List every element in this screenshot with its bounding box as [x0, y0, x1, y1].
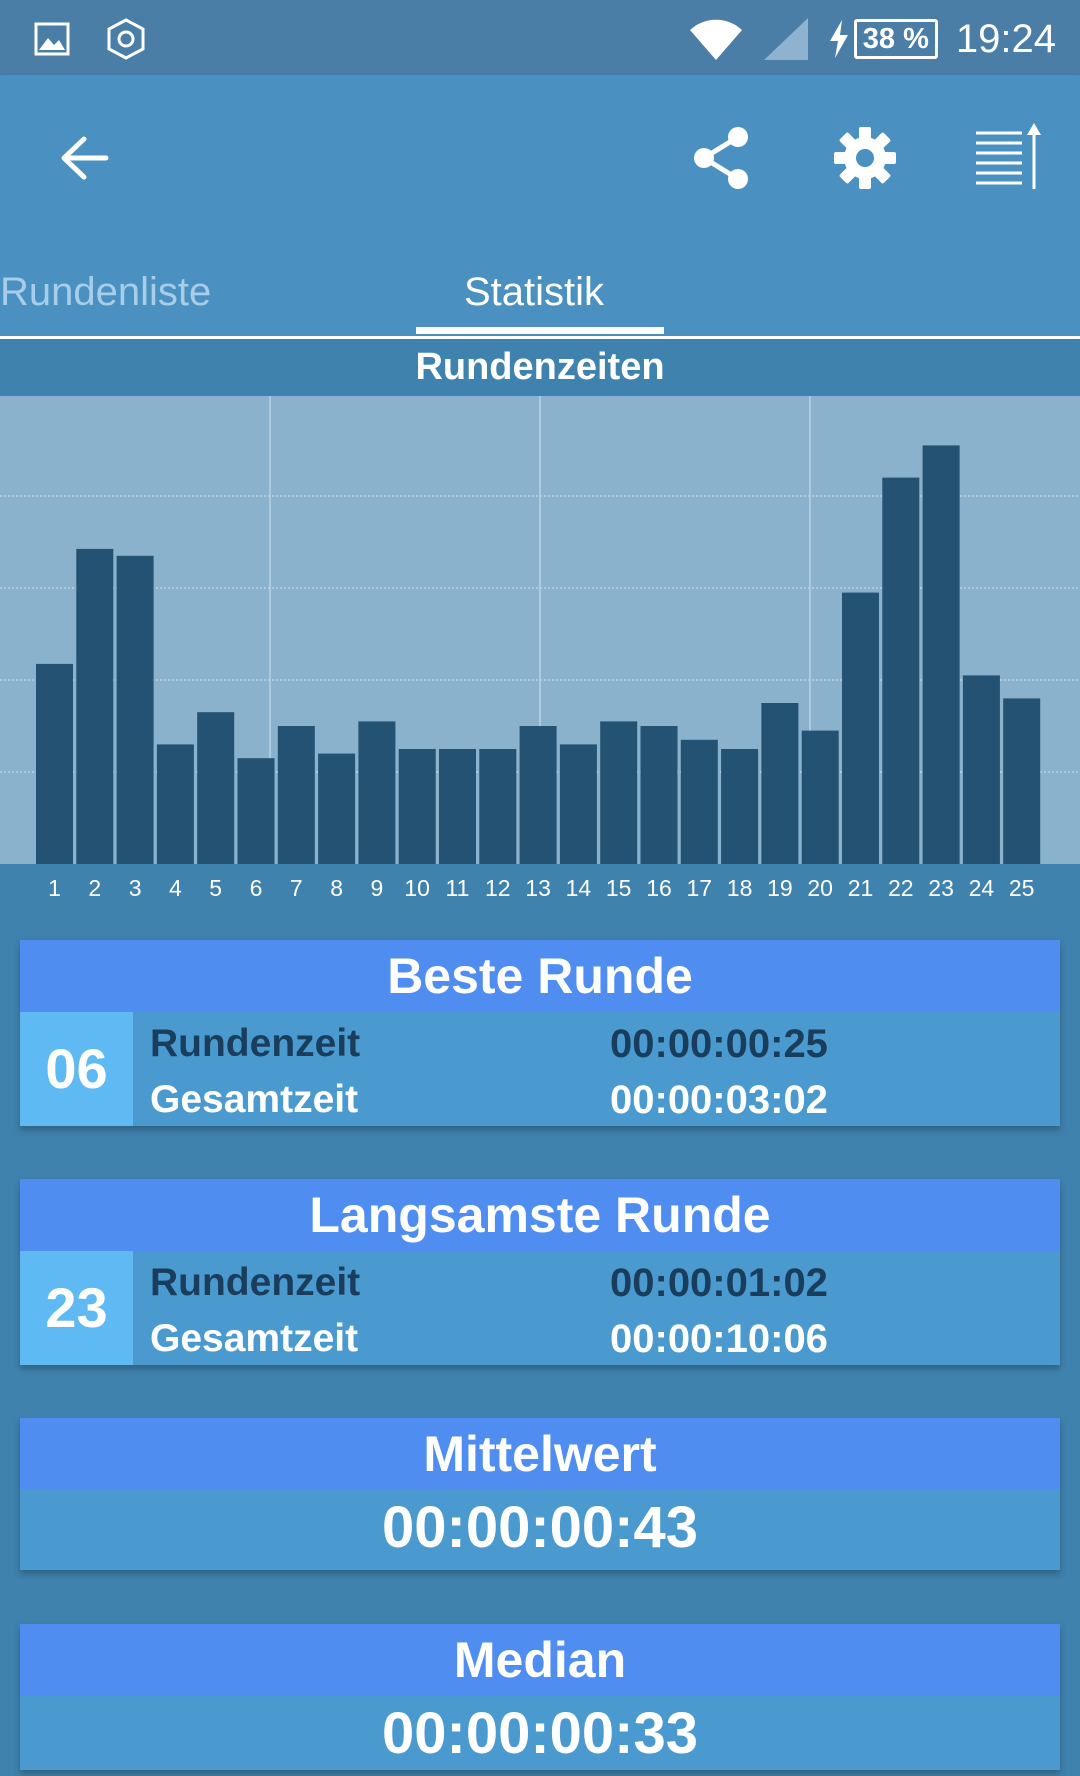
mean-value: 00:00:00:43 [382, 1495, 698, 1560]
bar-lap-9 [358, 721, 396, 864]
best-lap-title: Beste Runde [20, 940, 1060, 1012]
hexagon-icon [107, 18, 145, 60]
x-tick-label: 21 [848, 875, 874, 901]
best-lap-card: Beste Runde 06 Rundenzeit 00:00:00:25 Ge… [20, 940, 1060, 1126]
slowest-lap-title: Langsamste Runde [20, 1179, 1060, 1251]
chart-plot [0, 396, 1080, 864]
bar-lap-19 [761, 703, 799, 864]
x-tick-label: 8 [330, 875, 343, 901]
lap-times-chart [0, 396, 1080, 864]
bar-lap-8 [318, 753, 356, 864]
x-tick-label: 20 [807, 875, 833, 901]
charging-icon [829, 20, 848, 58]
bar-lap-17 [680, 739, 718, 864]
x-tick-label: 13 [525, 875, 551, 901]
x-tick-label: 18 [727, 875, 753, 901]
bar-lap-12 [479, 749, 517, 864]
bar-lap-7 [277, 726, 315, 864]
x-tick-label: 7 [290, 875, 303, 901]
bar-lap-24 [962, 675, 1000, 864]
best-lap-body: 06 Rundenzeit 00:00:00:25 Gesamtzeit 00:… [20, 1012, 1060, 1126]
slowest-lap-time-value: 00:00:01:02 [610, 1261, 828, 1305]
x-tick-label: 6 [250, 875, 263, 901]
active-tab-indicator [416, 327, 664, 334]
app-bar [0, 75, 1080, 242]
bar-lap-1 [36, 663, 73, 864]
clock: 19:24 [955, 16, 1056, 61]
bar-lap-21 [842, 592, 879, 864]
x-tick-label: 15 [606, 875, 632, 901]
x-tick-label: 16 [646, 875, 672, 901]
x-tick-label: 2 [88, 875, 101, 901]
bar-lap-15 [600, 721, 638, 864]
signal-icon [763, 18, 808, 60]
x-tick-label: 4 [169, 875, 182, 901]
tab-divider [0, 336, 1080, 339]
x-tick-label: 24 [969, 875, 995, 901]
tab-bar: Rundenliste Statistik [0, 242, 1080, 339]
best-total-time-label: Gesamtzeit [150, 1078, 359, 1121]
best-lap-time-label: Rundenzeit [150, 1022, 361, 1065]
bar-lap-16 [640, 726, 678, 864]
battery-level: 38 % [853, 19, 938, 59]
slowest-lap-number: 23 [20, 1251, 133, 1365]
mean-title: Mittelwert [20, 1418, 1060, 1490]
bar-lap-23 [922, 445, 960, 864]
bar-lap-14 [559, 744, 597, 864]
x-tick-label: 11 [446, 875, 470, 901]
bar-lap-25 [1003, 698, 1041, 864]
back-arrow-icon[interactable] [54, 127, 116, 189]
bar-lap-4 [156, 744, 194, 864]
bar-lap-5 [197, 712, 235, 864]
slowest-lap-time-label: Rundenzeit [150, 1261, 361, 1304]
share-icon[interactable] [690, 125, 752, 191]
bar-lap-6 [237, 758, 275, 864]
x-axis-labels: 1 2 3 4 5 6 7 8 9 10 11 12 13 14 15 16 17 18 19 20 21 22 23 24 2… [48, 875, 1035, 901]
bar-lap-10 [398, 749, 436, 864]
best-lap-number: 06 [20, 1012, 133, 1126]
x-tick-label: 25 [1009, 875, 1035, 901]
bar-lap-20 [801, 730, 839, 864]
gallery-icon [34, 22, 70, 56]
median-card: Median 00:00:00:33 [20, 1624, 1060, 1770]
tab-statistik[interactable]: Statistik [464, 270, 605, 314]
x-tick-label: 14 [566, 875, 592, 901]
x-tick-label: 19 [767, 875, 793, 901]
slowest-total-time-label: Gesamtzeit [150, 1317, 359, 1360]
x-tick-label: 10 [404, 875, 430, 901]
bar-lap-22 [882, 477, 920, 864]
slowest-lap-body: 23 Rundenzeit 00:00:01:02 Gesamtzeit 00:… [20, 1251, 1060, 1365]
bar-lap-13 [519, 726, 557, 864]
status-bar: 38 % 19:24 [0, 0, 1080, 75]
battery-indicator: 38 % [828, 19, 938, 59]
median-title: Median [20, 1624, 1060, 1696]
x-tick-label: 17 [687, 875, 713, 901]
bar-lap-2 [76, 548, 114, 864]
best-lap-time-value: 00:00:00:25 [610, 1022, 828, 1066]
bar-lap-11 [439, 749, 476, 864]
chart-title: Rundenzeiten [0, 339, 1080, 396]
wifi-icon [689, 19, 742, 60]
slowest-lap-card: Langsamste Runde 23 Rundenzeit 00:00:01:… [20, 1179, 1060, 1365]
tab-rundenliste[interactable]: Rundenliste [0, 270, 212, 314]
x-tick-label: 9 [371, 875, 384, 901]
x-tick-label: 5 [209, 875, 222, 901]
x-tick-label: 22 [888, 875, 914, 901]
slowest-total-time-value: 00:00:10:06 [610, 1317, 828, 1361]
x-tick-label: 3 [129, 875, 142, 901]
bar-lap-3 [116, 555, 154, 864]
x-tick-label: 1 [48, 875, 61, 901]
best-total-time-value: 00:00:03:02 [610, 1078, 828, 1122]
mean-card: Mittelwert 00:00:00:43 [20, 1418, 1060, 1570]
sort-list-icon[interactable] [972, 123, 1044, 193]
median-value: 00:00:00:33 [382, 1701, 698, 1766]
gear-icon[interactable] [832, 125, 898, 191]
bar-lap-18 [721, 749, 759, 864]
x-tick-label: 23 [928, 875, 954, 901]
x-tick-label: 12 [485, 875, 511, 901]
